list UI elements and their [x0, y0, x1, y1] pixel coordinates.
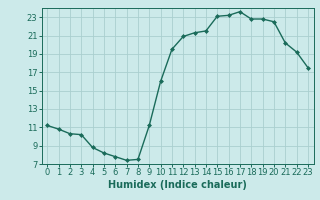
X-axis label: Humidex (Indice chaleur): Humidex (Indice chaleur) [108, 180, 247, 190]
